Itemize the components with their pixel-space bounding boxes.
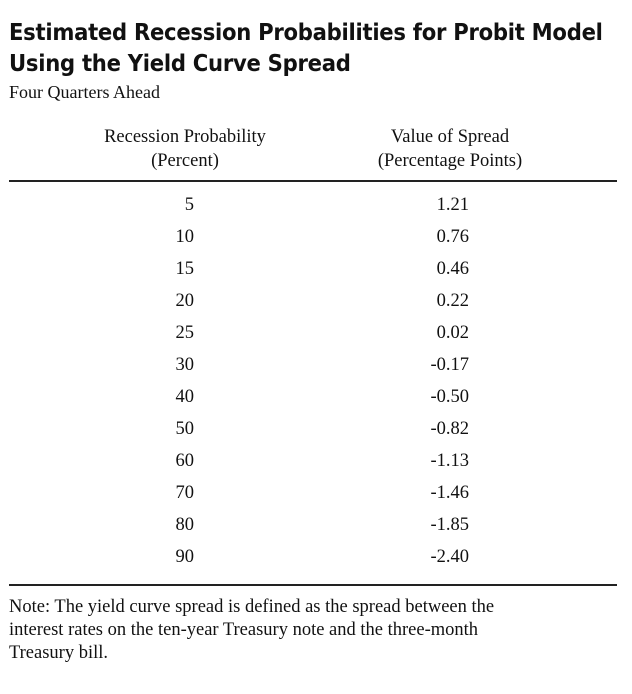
probability-cell: 80 [175, 515, 195, 535]
spread-cell: -1.46 [430, 483, 469, 503]
column-header-probability: Recession Probability (Percent) [75, 125, 295, 173]
note-line-3: Treasury bill. [9, 643, 109, 663]
spread-cell: 1.21 [436, 195, 469, 215]
spread-cell: -0.17 [430, 355, 469, 375]
spread-cell: -1.13 [430, 451, 469, 471]
probability-cell: 10 [175, 227, 195, 247]
footer-divider [9, 584, 617, 586]
note-line-2: interest rates on the ten-year Treasury … [9, 620, 479, 640]
table-row: 10 0.76 [0, 223, 632, 255]
table-subtitle: Four Quarters Ahead [9, 82, 160, 102]
spread-cell: -0.82 [430, 419, 469, 439]
header-divider [9, 180, 617, 182]
spread-cell: 0.46 [436, 259, 469, 279]
table-row: 90 -2.40 [0, 543, 632, 575]
table-row: 25 0.02 [0, 319, 632, 351]
note-line-1: Note: The yield curve spread is defined … [9, 597, 495, 617]
probability-cell: 40 [175, 387, 195, 407]
table-row: 15 0.46 [0, 255, 632, 287]
probability-cell: 15 [175, 259, 195, 279]
probability-cell: 50 [175, 419, 195, 439]
table-row: 80 -1.85 [0, 511, 632, 543]
column-header-probability-line-2: (Percent) [151, 151, 219, 171]
table-row: 40 -0.50 [0, 383, 632, 415]
table-row: 50 -0.82 [0, 415, 632, 447]
probability-cell: 5 [184, 195, 194, 215]
spread-cell: 0.22 [436, 291, 469, 311]
probability-cell: 25 [175, 323, 195, 343]
probability-cell: 30 [175, 355, 195, 375]
probability-cell: 20 [175, 291, 195, 311]
title-line-2: Using the Yield Curve Spread [9, 51, 351, 77]
spread-cell: -0.50 [430, 387, 469, 407]
column-header-spread-line-1: Value of Spread [390, 127, 510, 147]
column-header-probability-line-1: Recession Probability [104, 127, 266, 147]
table-row: 70 -1.46 [0, 479, 632, 511]
probability-cell: 90 [175, 547, 195, 567]
table-row: 60 -1.13 [0, 447, 632, 479]
column-header-spread-line-2: (Percentage Points) [377, 151, 523, 171]
probability-cell: 60 [175, 451, 195, 471]
probability-cell: 70 [175, 483, 195, 503]
title-line-1: Estimated Recession Probabilities for Pr… [9, 20, 603, 46]
spread-cell: -2.40 [430, 547, 469, 567]
table-row: 5 1.21 [0, 191, 632, 223]
spread-cell: 0.02 [436, 323, 469, 343]
column-header-spread: Value of Spread (Percentage Points) [345, 125, 555, 173]
table-title: Estimated Recession Probabilities for Pr… [9, 18, 603, 80]
table-note: Note: The yield curve spread is defined … [9, 596, 619, 665]
spread-cell: 0.76 [436, 227, 469, 247]
spread-cell: -1.85 [430, 515, 469, 535]
table-body: 5 1.21 10 0.76 15 0.46 20 0.22 25 0.02 30 -0.17 40 -0… [0, 191, 632, 575]
table-row: 30 -0.17 [0, 351, 632, 383]
table-row: 20 0.22 [0, 287, 632, 319]
